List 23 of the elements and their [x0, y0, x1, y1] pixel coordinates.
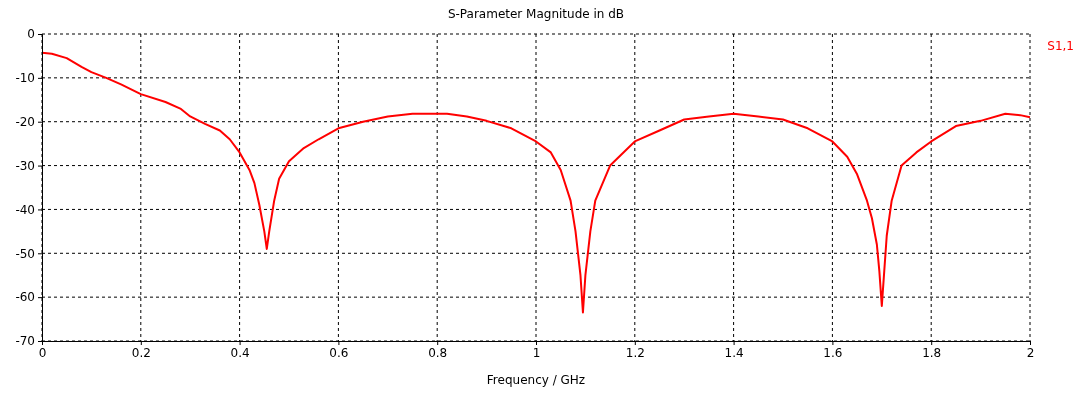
y-tick-label: -60 — [15, 290, 35, 305]
x-tick-label: 1.4 — [724, 345, 744, 360]
x-tick-label: 0.8 — [428, 345, 448, 360]
x-tick-label: 2 — [1026, 345, 1035, 360]
line-series — [41, 51, 1031, 314]
x-tick-label: 0.2 — [131, 345, 151, 360]
x-tick-label: 1 — [532, 345, 541, 360]
x-tick-label: 0 — [38, 345, 47, 360]
y-tick-label: -70 — [15, 334, 35, 349]
y-tick-label: -50 — [15, 246, 35, 261]
x-tick-label: 1.2 — [625, 345, 645, 360]
x-axis-title: Frequency / GHz — [486, 373, 586, 387]
y-tick-label: -20 — [15, 115, 35, 130]
x-tick-label: 1.6 — [823, 345, 843, 360]
y-tick-label: -30 — [15, 158, 35, 173]
text: S1,1 — [1047, 39, 1074, 53]
y-tick-label: 0 — [27, 27, 35, 42]
x-tick-label: 1.8 — [922, 345, 942, 360]
chart-title: S-Parameter Magnitude in dB — [447, 7, 625, 21]
x-tick-label: 0.4 — [230, 345, 250, 360]
x-tick-label: 0.6 — [329, 345, 349, 360]
y-tick-label: -10 — [15, 71, 35, 86]
y-tick-label: -40 — [15, 202, 35, 217]
